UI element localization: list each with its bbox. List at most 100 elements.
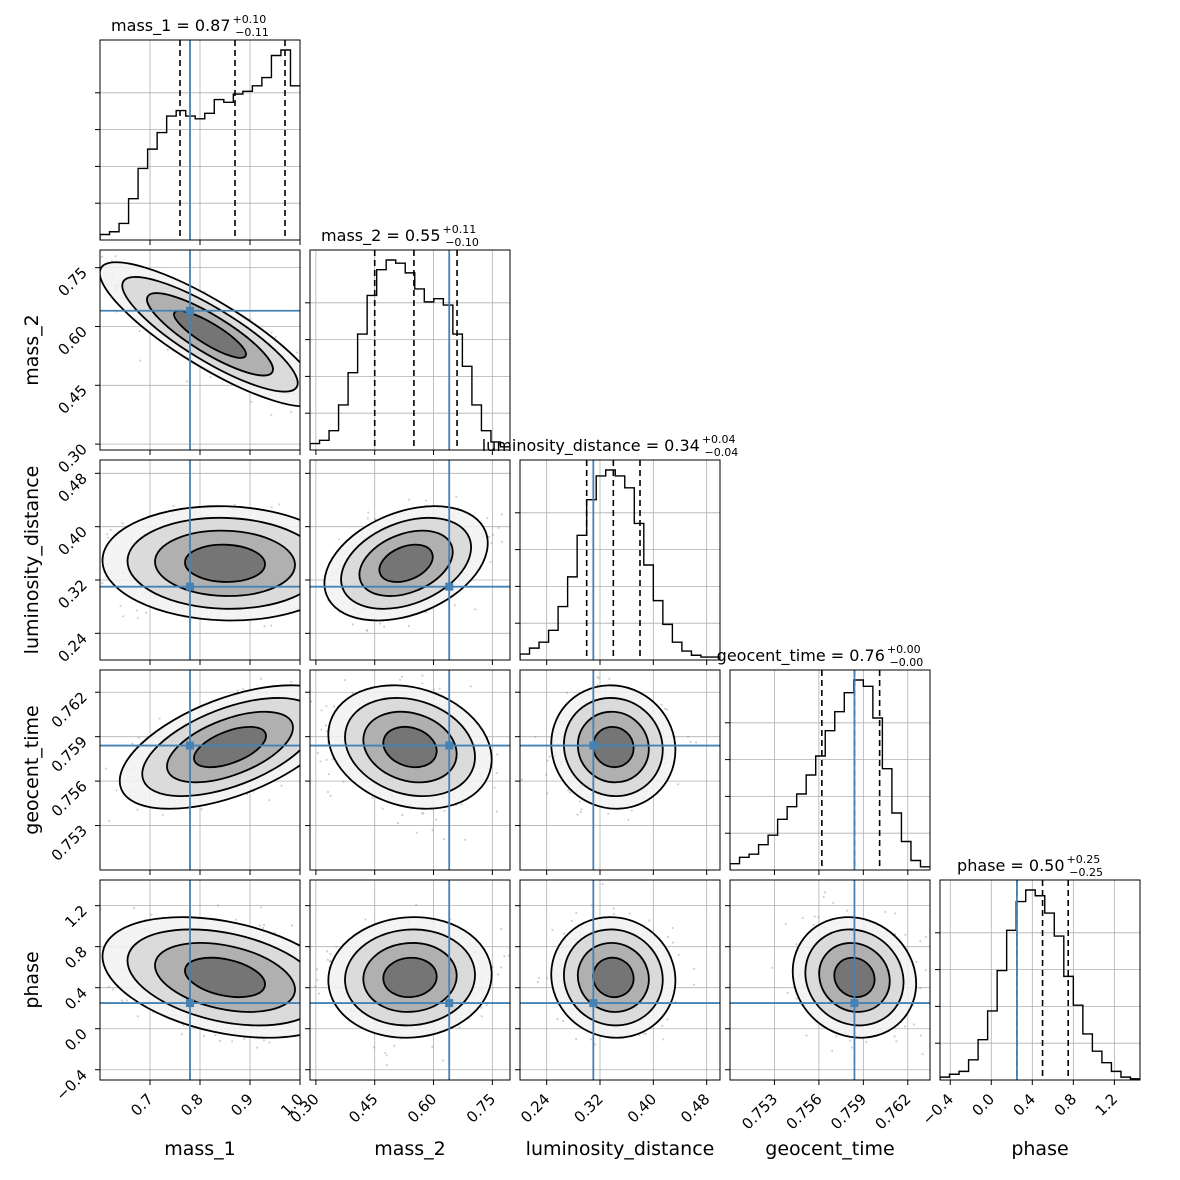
sample-point xyxy=(596,675,599,679)
truth-marker xyxy=(445,741,454,750)
sample-point xyxy=(135,609,138,612)
sample-point xyxy=(305,729,307,731)
panel-frame xyxy=(519,669,721,871)
sample-point xyxy=(261,926,265,930)
sample-point xyxy=(97,284,99,286)
sample-point xyxy=(209,375,212,379)
histogram-step xyxy=(310,259,510,450)
sample-point xyxy=(234,918,237,921)
sample-point xyxy=(344,410,346,412)
sample-point xyxy=(27,225,29,227)
sample-point xyxy=(136,1015,139,1018)
sample-point xyxy=(303,1014,305,1016)
sample-point xyxy=(381,807,384,810)
sample-point xyxy=(306,996,308,998)
sample-point xyxy=(318,1033,320,1035)
sample-point xyxy=(627,818,630,821)
sample-point xyxy=(319,393,321,395)
sample-point xyxy=(316,752,319,755)
hist-panel-mass_2: mass_2 = 0.55 +0.11 −0.10 xyxy=(305,223,511,451)
sample-point xyxy=(288,666,290,668)
sample-point xyxy=(216,904,220,907)
scatter-panel-mass_2-geocent_time xyxy=(310,670,510,870)
sample-point xyxy=(182,1024,185,1027)
scatter-panel-mass_2-luminosity_distance xyxy=(310,460,510,660)
histogram-step xyxy=(730,679,930,870)
sample-point xyxy=(104,767,107,770)
sample-point xyxy=(326,790,330,794)
sample-point xyxy=(392,650,394,652)
sample-point xyxy=(311,974,313,976)
sample-point xyxy=(374,518,377,521)
sample-point xyxy=(202,1035,206,1038)
sample-point xyxy=(328,693,330,695)
sample-point xyxy=(319,693,321,695)
sample-point xyxy=(303,377,305,379)
scatter-panel-luminosity_distance-geocent_time xyxy=(520,670,720,870)
sample-point xyxy=(311,975,313,977)
sample-point xyxy=(689,740,692,743)
sample-point xyxy=(121,522,124,525)
sample-point xyxy=(334,414,336,416)
sample-point xyxy=(270,506,273,509)
histogram-step xyxy=(100,49,300,240)
sample-point xyxy=(337,538,340,541)
sample-point xyxy=(401,813,404,817)
sample-point xyxy=(579,811,582,814)
sample-point xyxy=(324,960,326,962)
sample-point xyxy=(486,517,489,520)
sample-point xyxy=(567,789,570,792)
hist-panel-geocent_time: geocent_time = 0.76 +0.00 −0.00 xyxy=(717,643,931,871)
sample-point xyxy=(323,568,325,570)
sample-point xyxy=(145,611,148,614)
panel-frame xyxy=(309,249,511,451)
panel-title: phase = 0.50 +0.25 −0.25 xyxy=(957,853,1103,879)
sample-point xyxy=(90,562,92,564)
truth-marker xyxy=(589,741,598,750)
density-contour xyxy=(173,309,247,359)
sample-point xyxy=(324,984,326,986)
sample-point xyxy=(351,623,354,626)
sample-point xyxy=(460,803,463,806)
sample-point xyxy=(687,735,690,738)
scatter-panel-mass_1-geocent_time xyxy=(100,650,394,870)
sample-point xyxy=(106,533,109,536)
sample-point xyxy=(432,688,435,691)
sample-point xyxy=(546,759,549,762)
sample-point xyxy=(500,513,503,516)
sample-point xyxy=(300,699,302,701)
panel-frame xyxy=(309,669,511,871)
sample-point xyxy=(665,708,669,711)
sample-point xyxy=(115,789,118,792)
sample-point xyxy=(139,359,142,362)
sample-point xyxy=(92,947,94,949)
sample-point xyxy=(398,678,402,681)
sample-point xyxy=(324,1056,326,1058)
sample-point xyxy=(303,983,305,985)
sample-point xyxy=(136,617,139,620)
sample-point xyxy=(259,906,263,909)
sample-point xyxy=(321,533,323,535)
sample-point xyxy=(371,796,374,799)
sample-point xyxy=(545,773,548,776)
sample-point xyxy=(325,704,328,708)
sample-point xyxy=(305,712,307,714)
sample-point xyxy=(438,687,441,690)
sample-point xyxy=(323,707,325,709)
sample-point xyxy=(258,924,261,927)
sample-point xyxy=(158,717,161,720)
sample-point xyxy=(548,755,551,758)
sample-point xyxy=(322,545,324,547)
sample-point xyxy=(325,730,328,733)
sample-point xyxy=(91,960,93,962)
sample-point xyxy=(343,678,346,682)
truth-marker xyxy=(186,741,194,750)
sample-point xyxy=(307,703,309,705)
sample-point xyxy=(367,511,370,514)
sample-point xyxy=(493,786,496,789)
sample-point xyxy=(108,819,111,822)
sample-point xyxy=(421,812,424,815)
hist-panel-luminosity_distance: luminosity_distance = 0.34 +0.04 −0.04 xyxy=(482,433,738,661)
sample-point xyxy=(93,251,95,253)
sample-point xyxy=(337,702,339,704)
